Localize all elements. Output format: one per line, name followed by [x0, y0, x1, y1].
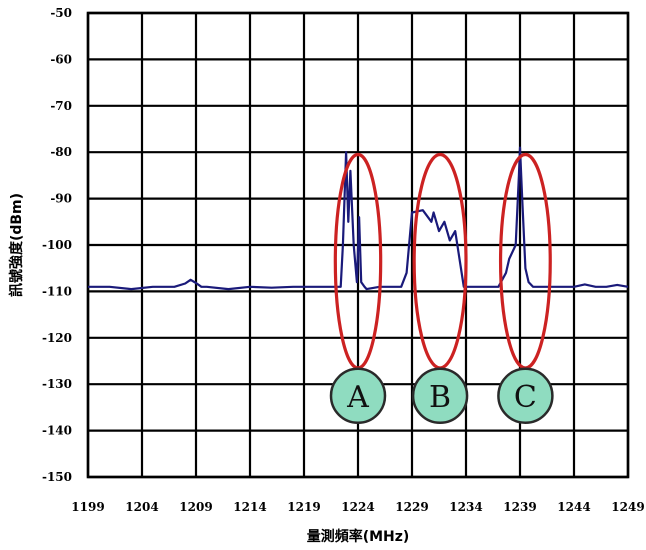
x-tick-label: 1224 — [341, 500, 374, 514]
signal-badge-label: C — [514, 380, 537, 415]
plot-border — [86, 11, 630, 479]
spectrum-line — [88, 146, 629, 291]
signal-badge-label: A — [346, 380, 369, 415]
signal-badge-label: B — [429, 380, 451, 415]
x-tick-label: 1209 — [179, 500, 212, 514]
y-tick-label: -80 — [50, 145, 72, 159]
x-tick-label: 1219 — [287, 500, 320, 514]
y-tick-label: -130 — [42, 377, 72, 391]
x-tick-label: 1234 — [449, 500, 482, 514]
y-tick-label: -90 — [50, 192, 72, 206]
y-tick-label: -150 — [42, 470, 72, 484]
y-tick-label: -50 — [50, 6, 72, 20]
y-tick-label: -100 — [42, 238, 72, 252]
x-axis-label: 量測頻率(MHz) — [307, 528, 410, 545]
y-axis-label: 訊號強度(dBm) — [8, 193, 25, 297]
x-tick-label: 1239 — [503, 500, 536, 514]
y-tick-label: -60 — [50, 52, 72, 66]
x-tick-label: 1199 — [71, 500, 104, 514]
x-tick-label: 1244 — [557, 500, 590, 514]
highlight-layer: A B C — [329, 152, 554, 425]
x-tick-label: 1249 — [611, 500, 644, 514]
series-layer — [88, 146, 629, 291]
y-tick-label: -140 — [42, 424, 72, 438]
x-tick-label: 1214 — [233, 500, 266, 514]
signal-badge — [497, 367, 554, 425]
y-tick-label: -110 — [42, 284, 72, 298]
signal-badge — [411, 367, 469, 425]
chart-grid — [86, 11, 630, 479]
y-axis-ticks: -50 -60 -70 -80 -90 -100 -110 -120 -130 -140 -150 — [42, 6, 72, 484]
x-axis-ticks: 1199 1204 1209 1214 1219 1224 1229 1234 1239 1244… — [71, 500, 644, 514]
y-tick-label: -120 — [42, 331, 72, 345]
signal-badge — [329, 367, 387, 425]
x-tick-label: 1204 — [125, 500, 158, 514]
x-tick-label: 1229 — [395, 500, 428, 514]
y-tick-label: -70 — [50, 99, 72, 113]
signal-highlight-ellipse — [412, 152, 468, 370]
